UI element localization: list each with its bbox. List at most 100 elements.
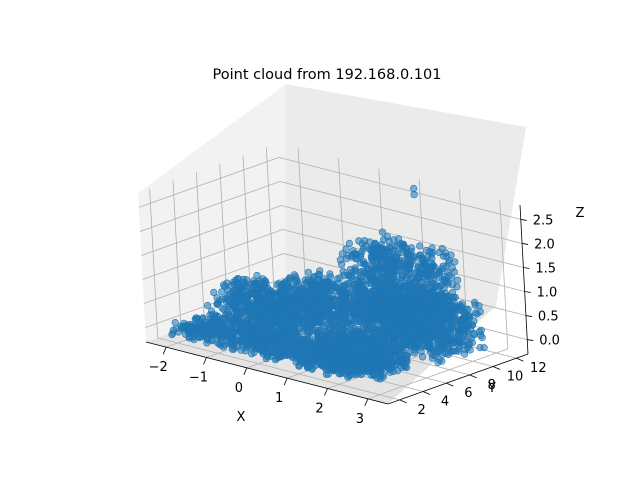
scatter-point bbox=[391, 284, 399, 292]
scatter-point bbox=[404, 255, 412, 263]
scatter-point bbox=[430, 309, 439, 317]
y-tick-mark bbox=[492, 366, 501, 370]
scatter-point bbox=[400, 340, 409, 349]
z-tick-label: 1.5 bbox=[535, 261, 556, 276]
grid-line-x-back bbox=[499, 199, 509, 349]
x-tick-mark bbox=[364, 398, 369, 406]
scatter-point bbox=[331, 296, 340, 304]
y-tick-mark bbox=[422, 391, 431, 395]
y-tick-label: 12 bbox=[530, 361, 547, 376]
scatter-point bbox=[315, 318, 324, 326]
scatter-point bbox=[466, 346, 474, 354]
scatter-point bbox=[277, 353, 285, 361]
scatter-point bbox=[193, 328, 201, 336]
z-tick-mark bbox=[525, 315, 533, 317]
scatter-point bbox=[446, 317, 454, 325]
scatter-point bbox=[288, 353, 297, 361]
y-tick-mark bbox=[399, 399, 407, 404]
scatter-point bbox=[379, 307, 387, 315]
scatter-point bbox=[335, 363, 343, 371]
scatter-point bbox=[408, 330, 416, 339]
x-tick-label: −2 bbox=[149, 360, 168, 375]
scatter-point bbox=[364, 304, 372, 312]
scatter-point bbox=[404, 320, 412, 328]
scatter-point bbox=[389, 320, 397, 328]
x-tick-label: 0 bbox=[235, 381, 243, 396]
scatter-point bbox=[311, 309, 319, 317]
scatter-point bbox=[333, 309, 341, 317]
grid-line-y-left bbox=[149, 188, 159, 338]
z-tick-mark bbox=[523, 267, 530, 269]
scatter-point bbox=[425, 314, 433, 322]
scatter-point bbox=[477, 331, 485, 339]
grid-line-z-left bbox=[139, 181, 281, 232]
scatter-point bbox=[204, 301, 212, 310]
scatter-point bbox=[395, 258, 403, 266]
scatter-point bbox=[470, 329, 478, 338]
scatter-point bbox=[392, 267, 400, 275]
z-tick-mark bbox=[524, 291, 531, 293]
scatter-point bbox=[336, 256, 345, 264]
grid-line-z-left bbox=[141, 205, 282, 256]
scatter-point bbox=[439, 262, 447, 270]
scatter-point bbox=[421, 289, 429, 297]
y-tick-mark bbox=[516, 357, 524, 362]
scatter-point bbox=[398, 274, 406, 282]
scatter-point bbox=[355, 282, 363, 290]
y-tick-mark bbox=[469, 374, 477, 379]
scatter-point bbox=[208, 330, 216, 338]
x-tick-label: 2 bbox=[315, 402, 323, 417]
scatter-point bbox=[358, 313, 366, 321]
scatter-point bbox=[412, 316, 420, 324]
scatter-point bbox=[374, 271, 382, 280]
scatter-point bbox=[461, 338, 469, 346]
scatter-point bbox=[446, 310, 454, 318]
scatter-point bbox=[452, 347, 460, 355]
y-tick-label: 4 bbox=[441, 395, 449, 410]
scatter-point bbox=[427, 329, 435, 337]
scatter-point bbox=[278, 336, 287, 344]
scatter-point bbox=[390, 236, 398, 244]
scatter-point bbox=[305, 339, 313, 347]
scatter-point bbox=[416, 242, 424, 250]
z-axis-line bbox=[519, 204, 529, 355]
scatter-point bbox=[275, 280, 283, 288]
scatter-point bbox=[417, 284, 425, 292]
scatter-point bbox=[295, 362, 303, 370]
grid-line-z-left bbox=[142, 229, 283, 280]
scatter-point bbox=[457, 317, 465, 325]
z-tick-label: 0.5 bbox=[538, 310, 559, 325]
scatter-point bbox=[263, 313, 271, 322]
scatter-point bbox=[355, 237, 363, 245]
grid-line-y-left bbox=[172, 180, 182, 330]
scatter-point bbox=[423, 280, 431, 288]
y-tick-label: 6 bbox=[464, 386, 472, 401]
scatter-point bbox=[419, 257, 427, 265]
scatter-point bbox=[405, 308, 413, 316]
scatter-point bbox=[283, 320, 291, 329]
scatter-point bbox=[342, 245, 350, 253]
scatter-point bbox=[333, 284, 341, 292]
x-tick-mark bbox=[203, 357, 207, 365]
scatter-point bbox=[448, 264, 456, 272]
scatter-point bbox=[428, 254, 436, 262]
z-tick-mark bbox=[521, 243, 529, 245]
scatter-point bbox=[304, 268, 313, 276]
scatter-point bbox=[356, 306, 364, 314]
scatter-point bbox=[263, 329, 272, 337]
scatter-point bbox=[412, 299, 420, 307]
scatter-point bbox=[252, 300, 260, 308]
scatter-points bbox=[168, 184, 488, 383]
scatter-point bbox=[192, 315, 200, 323]
scatter-point bbox=[322, 370, 331, 378]
scatter-point bbox=[235, 296, 243, 304]
scatter-point bbox=[324, 297, 332, 305]
scatter-point bbox=[419, 353, 427, 361]
scatter-point bbox=[407, 247, 415, 255]
y-tick-label: 10 bbox=[507, 370, 524, 385]
z-tick-label: 2.0 bbox=[534, 237, 555, 252]
scatter-point bbox=[444, 280, 452, 288]
scatter-point bbox=[345, 371, 354, 380]
scatter-point bbox=[230, 320, 238, 329]
